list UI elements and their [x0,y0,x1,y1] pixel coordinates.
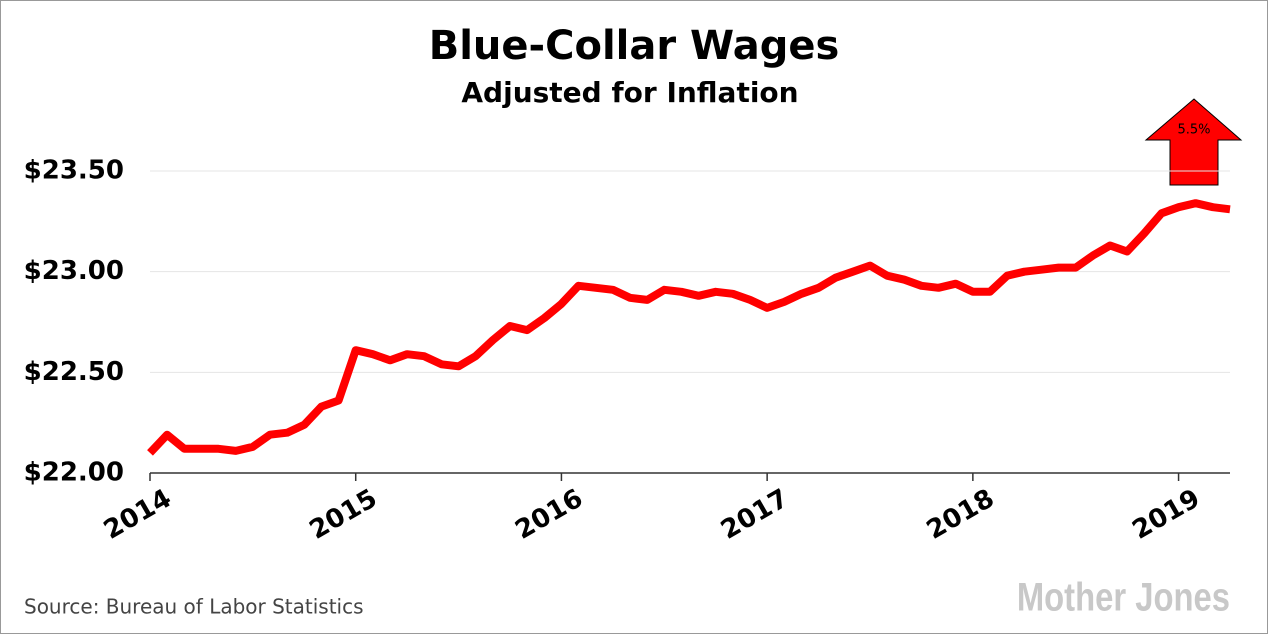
y-tick-label: $23.50 [24,156,124,186]
y-tick-label: $22.00 [24,458,124,488]
chart-subtitle: Adjusted for Inflation [461,76,798,109]
line [147,199,1231,456]
credit: Mother Jones [1017,574,1230,619]
chart-title: Blue-Collar Wages [429,23,840,69]
y-tick-label: $22.50 [24,357,124,387]
y-tick-label: $23.00 [24,256,124,286]
arrow [1144,98,1243,186]
source: Source: Bureau of Labor Statistics [24,595,364,619]
annotation: 5.5% [1177,123,1210,138]
